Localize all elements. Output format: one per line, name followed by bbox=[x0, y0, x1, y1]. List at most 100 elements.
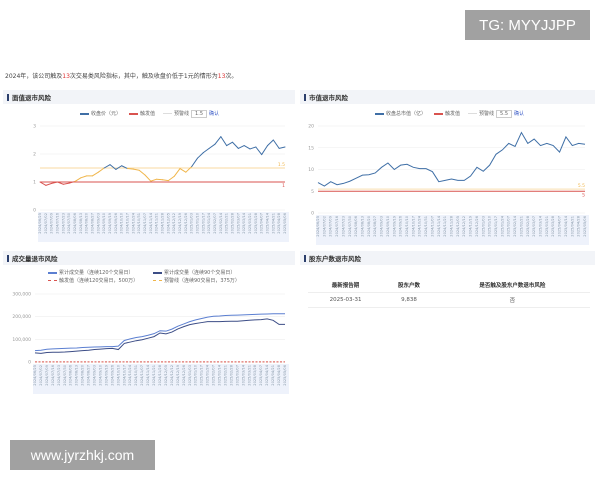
price-line-segment bbox=[39, 181, 47, 186]
x-axis-zoom-slider[interactable] bbox=[316, 215, 589, 245]
x-tick-label: 2024/06/25 bbox=[316, 216, 320, 237]
price-line-segment bbox=[138, 169, 146, 176]
price-line-segment bbox=[237, 145, 245, 149]
table-header-row: 最新报告期 股东户数 是否触及股东户数退市风险 bbox=[308, 278, 590, 293]
x-tick-label: 2024/09/03 bbox=[96, 213, 100, 234]
warn-value-input[interactable]: 1.5 bbox=[191, 110, 207, 118]
y-tick-label: 5 bbox=[311, 189, 314, 195]
x-tick-label: 2024/07/02 bbox=[44, 213, 48, 234]
x-tick-label: 2024/11/21 bbox=[443, 216, 447, 237]
confirm-button[interactable]: 确认 bbox=[209, 111, 220, 117]
legend-label: 触发值 bbox=[140, 111, 156, 117]
legend-item[interactable]: 预警线 5.5 确认 bbox=[468, 110, 525, 118]
x-tick-label: 2025/01/17 bbox=[201, 213, 205, 234]
y-tick-label: 300,000 bbox=[12, 292, 31, 298]
legend-item[interactable]: 累计成交量（连续90个交易日） bbox=[153, 269, 273, 276]
warn-value-input[interactable]: 5.5 bbox=[496, 110, 512, 118]
warning-line-label: 5.5 bbox=[578, 183, 585, 189]
x-tick-label: 2024/12/26 bbox=[184, 212, 188, 233]
x-tick-label: 2024/07/02 bbox=[39, 365, 43, 386]
x-tick-label: 2025/03/28 bbox=[551, 215, 555, 236]
x-tick-label: 2025/05/06 bbox=[283, 364, 287, 385]
price-line-segment bbox=[179, 168, 187, 173]
section-face-value: 面值退市风险 bbox=[3, 90, 295, 104]
x-tick-label: 2024/11/07 bbox=[140, 365, 144, 386]
y-tick-label: 20 bbox=[308, 124, 314, 130]
x-tick-label: 2025/05/06 bbox=[283, 212, 287, 233]
price-line-segment bbox=[249, 146, 257, 150]
x-tick-label: 2025/04/28 bbox=[577, 215, 581, 236]
x-tick-label: 2024/10/17 bbox=[122, 365, 126, 386]
legend-label: 累计成交量（连续120个交易日） bbox=[59, 270, 134, 276]
x-tick-label: 2024/09/26 bbox=[114, 212, 118, 233]
price-line-segment bbox=[185, 166, 193, 173]
x-tick-label: 2024/12/19 bbox=[176, 364, 180, 385]
price-line-segment bbox=[232, 141, 239, 149]
x-tick-label: 2024/11/07 bbox=[430, 216, 434, 237]
price-line-segment bbox=[150, 178, 158, 182]
y-tick-label: 0 bbox=[28, 360, 31, 366]
watermark-tg: TG: MYYJJPP bbox=[465, 10, 590, 40]
legend-item[interactable]: 触发值 bbox=[129, 110, 155, 117]
legend-label: 触发值（连续120交易日，500万） bbox=[59, 278, 139, 284]
x-tick-label: 2024/09/10 bbox=[386, 215, 390, 236]
x-tick-label: 2024/11/28 bbox=[450, 215, 454, 236]
x-tick-label: 2024/10/31 bbox=[134, 365, 138, 386]
x-tick-label: 2024/08/13 bbox=[79, 213, 83, 234]
price-line-segment bbox=[92, 171, 99, 177]
y-tick-label: 0 bbox=[33, 208, 36, 214]
legend-label: 触发值 bbox=[445, 111, 461, 117]
x-axis-zoom-slider[interactable] bbox=[33, 364, 289, 394]
table-cell: 否 bbox=[434, 292, 590, 308]
x-tick-label: 2024/12/05 bbox=[166, 213, 170, 234]
x-tick-label: 2024/11/14 bbox=[146, 364, 150, 385]
legend-item[interactable]: 触发值 bbox=[434, 110, 460, 117]
legend-item[interactable]: 收盘价（元） bbox=[80, 110, 121, 117]
x-tick-label: 2024/06/25 bbox=[33, 365, 37, 386]
x-tick-label: 2024/12/05 bbox=[456, 216, 460, 237]
x-tick-label: 2024/07/16 bbox=[56, 212, 60, 233]
x-tick-label: 2024/09/10 bbox=[102, 212, 106, 233]
legend-item[interactable]: 触发值（连续120交易日，500万） bbox=[48, 277, 153, 284]
x-tick-label: 2025/01/24 bbox=[206, 364, 210, 385]
x-tick-label: 2024/10/24 bbox=[131, 212, 135, 233]
x-tick-label: 2024/08/06 bbox=[69, 364, 73, 385]
legend-cap: 收盘总市值（亿） 触发值 预警线 5.5 确认 bbox=[375, 110, 525, 118]
x-tick-label: 2025/05/06 bbox=[583, 215, 587, 236]
legend-face: 收盘价（元） 触发值 预警线 1.5 确认 bbox=[80, 110, 220, 118]
price-line-segment bbox=[68, 180, 76, 184]
x-tick-label: 2024/07/23 bbox=[57, 365, 61, 386]
price-line-segment bbox=[197, 152, 204, 159]
confirm-button[interactable]: 确认 bbox=[514, 111, 525, 117]
legend-item[interactable]: 预警线（连续90交易日，375万） bbox=[153, 277, 273, 284]
x-tick-label: 2024/07/09 bbox=[329, 215, 333, 236]
column-header: 最新报告期 bbox=[308, 278, 384, 293]
x-tick-label: 2024/11/14 bbox=[149, 212, 153, 233]
price-line-segment bbox=[57, 181, 64, 185]
y-tick-label: 0 bbox=[311, 211, 314, 217]
price-line-segment bbox=[226, 141, 233, 147]
x-tick-label: 2024/10/31 bbox=[424, 216, 428, 237]
legend-item[interactable]: 预警线 1.5 确认 bbox=[163, 110, 220, 118]
x-tick-label: 2024/09/19 bbox=[392, 215, 396, 236]
x-tick-label: 2025/02/07 bbox=[212, 365, 216, 386]
price-line-segment bbox=[220, 136, 228, 147]
section-market-cap: 市值退市风险 bbox=[300, 90, 595, 104]
x-tick-label: 2024/09/03 bbox=[93, 365, 97, 386]
legend-item[interactable]: 累计成交量（连续120个交易日） bbox=[48, 269, 153, 276]
x-axis-zoom-slider[interactable] bbox=[38, 212, 289, 242]
x-tick-label: 2025/02/07 bbox=[507, 216, 511, 237]
intro-text: 2024年，该公司触及13次交易类风险指标，其中，触及收盘价低于1元的情形为13… bbox=[5, 71, 237, 80]
x-tick-label: 2025/02/21 bbox=[223, 365, 227, 386]
column-header: 股东户数 bbox=[383, 278, 435, 293]
x-tick-label: 2025/02/14 bbox=[513, 215, 517, 236]
x-tick-label: 2024/08/20 bbox=[81, 364, 85, 385]
x-tick-label: 2024/11/28 bbox=[158, 364, 162, 385]
x-tick-label: 2024/08/06 bbox=[354, 215, 358, 236]
x-tick-label: 2024/06/25 bbox=[38, 213, 42, 234]
x-tick-label: 2024/10/24 bbox=[128, 364, 132, 385]
legend-item[interactable]: 收盘总市值（亿） bbox=[375, 110, 426, 117]
price-line-segment bbox=[272, 139, 280, 149]
price-line-segment bbox=[255, 146, 263, 156]
